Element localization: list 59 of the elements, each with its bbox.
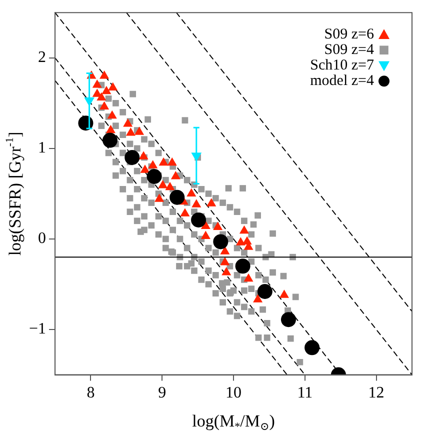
point [165,182,175,190]
point [280,312,296,328]
point [213,222,223,230]
y-tick-label: 0 [38,230,46,248]
point [146,168,162,184]
point [235,258,250,274]
point [102,86,112,94]
point [126,128,136,136]
point [170,170,180,180]
point [192,199,202,208]
point [304,340,320,356]
x-tick-label: 12 [368,384,384,402]
point [154,194,164,202]
point [244,273,254,282]
x-tick-label: 8 [86,384,95,402]
point [167,157,177,166]
point [239,225,249,234]
point [180,208,190,216]
point [200,230,210,240]
point [186,188,196,196]
point [279,290,289,298]
point [96,92,106,100]
point [236,237,246,246]
legend-label: Sch10 z=7 [310,58,374,74]
point [213,234,228,250]
point [102,132,118,148]
point [158,180,168,188]
point [140,164,150,173]
y-tick-label: 2 [38,49,46,66]
point [222,266,232,276]
point [158,157,168,166]
legend-label: S09 z=6 [324,26,374,43]
x-tick-label: 10 [226,384,242,402]
y-tick-label: 1 [38,140,46,157]
y-tick-label: −1 [28,320,46,338]
point [123,118,133,127]
legend-label: S09 z=4 [324,42,374,58]
point [108,82,118,91]
point [170,190,185,205]
point [138,151,148,160]
x-tick-label: 9 [158,384,166,402]
point [191,212,206,228]
x-axis-title: log(M*/M⊙) [192,411,275,433]
point [206,198,216,206]
point [106,124,116,134]
point [220,246,230,254]
point [134,126,144,135]
point [100,101,110,110]
point [124,150,140,165]
point [100,70,110,79]
point [148,160,158,168]
point [253,294,263,302]
point [257,284,272,299]
x-tick-label: 11 [297,384,313,402]
point [107,110,117,119]
point [220,257,230,266]
point [92,80,102,88]
legend-label: model z=4 [310,73,374,90]
y-axis-title: log(SSFR) [Gyr-1] [4,132,24,256]
